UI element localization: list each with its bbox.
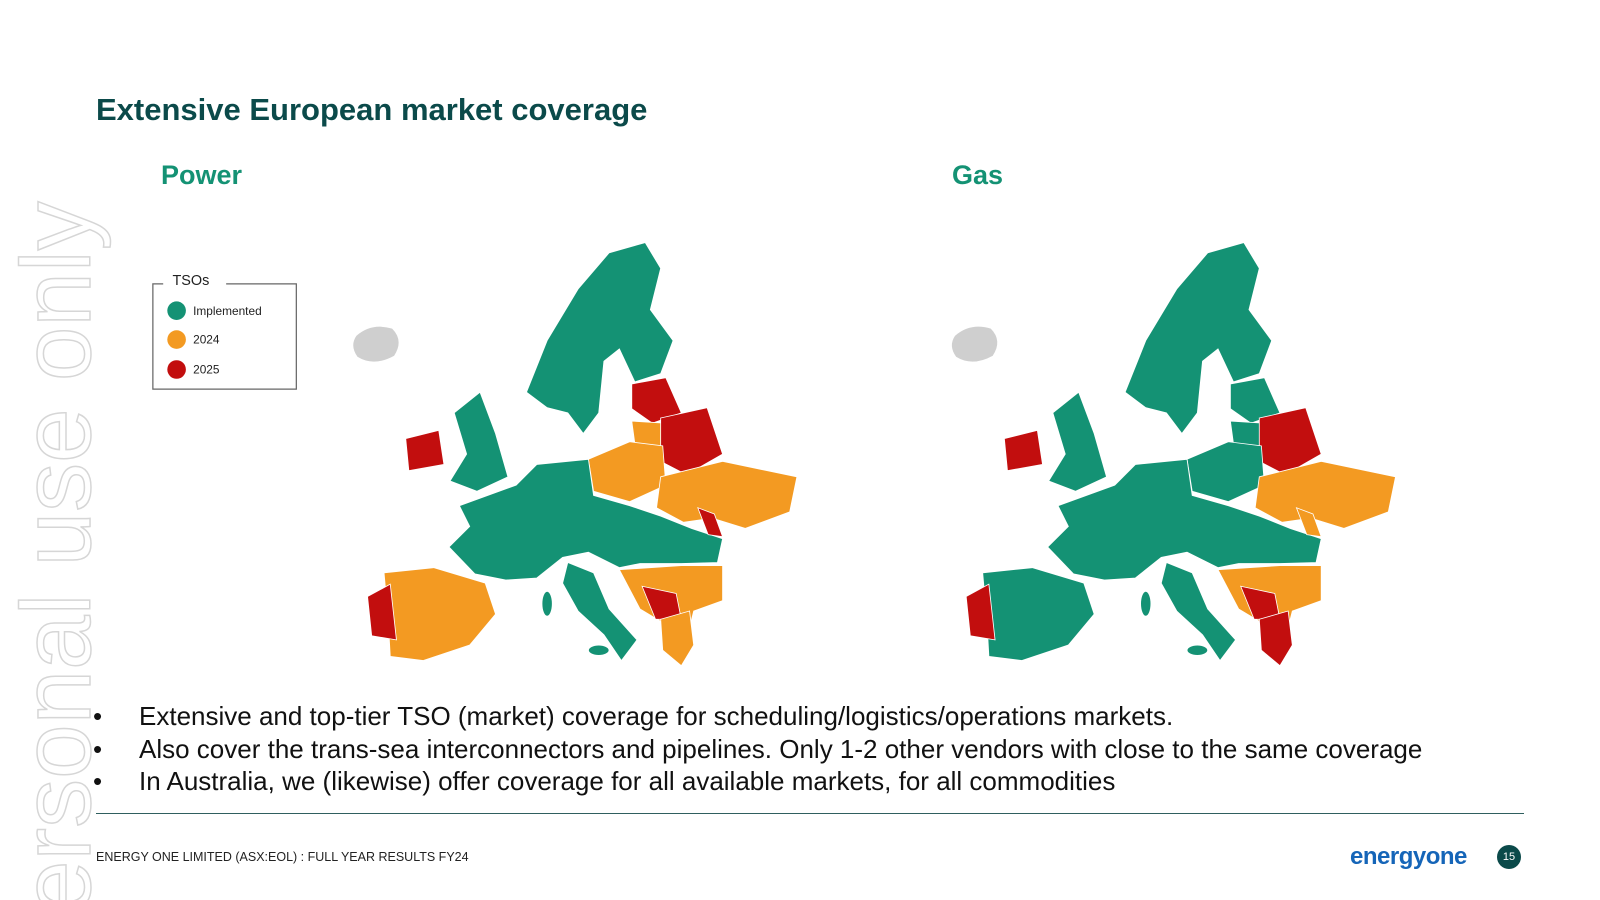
country-region [656,460,798,529]
footer-text: ENERGY ONE LIMITED (ASX:EOL) : FULL YEAR… [96,850,469,864]
country-region [1186,441,1265,503]
country-region [383,567,496,661]
legend-frame [152,283,297,390]
country-region [562,561,638,662]
legend-swatch [167,330,186,349]
country-region [525,242,674,435]
country-region [587,441,667,503]
country-region [1254,460,1397,529]
country-region [1048,391,1108,492]
country-region [541,591,610,656]
legend-label: 2025 [193,363,220,377]
country-region [951,325,999,363]
legend-swatch [167,360,186,379]
gas-map [951,242,1397,667]
country-region [660,610,695,667]
footer-rule [96,813,1524,814]
country-region [405,429,445,472]
country-region [697,507,724,538]
bullet-list: Extensive and top-tier TSO (market) cove… [90,700,1422,798]
legend-swatch [167,301,186,320]
country-region [1124,242,1273,435]
country-region [1003,429,1044,472]
country-region [1160,561,1237,662]
legend-label: Implemented [193,304,262,318]
slide-title: Extensive European market coverage [96,92,648,127]
country-region [1295,507,1322,538]
country-region [1047,458,1322,581]
bullet: In Australia, we (likewise) offer covera… [90,765,1422,798]
country-region [982,567,1095,661]
power-map [352,242,798,667]
country-region [1140,591,1209,656]
page-number: 15 [1497,845,1521,869]
country-region [352,325,400,363]
map-title: Gas [952,160,1004,190]
country-region [367,583,397,641]
legend-title: TSOs [172,273,209,289]
country-region [449,391,509,492]
bullet: Extensive and top-tier TSO (market) cove… [90,700,1422,733]
country-region [448,458,724,581]
map-title: Power [161,160,243,190]
legend-label: 2024 [193,333,220,347]
country-region [965,583,996,641]
bullet: Also cover the trans-sea interconnectors… [90,733,1422,766]
logo: energyone [1350,843,1467,870]
legend: TSOs Implemented 2024 2025 [152,273,297,390]
country-region [1258,610,1293,667]
